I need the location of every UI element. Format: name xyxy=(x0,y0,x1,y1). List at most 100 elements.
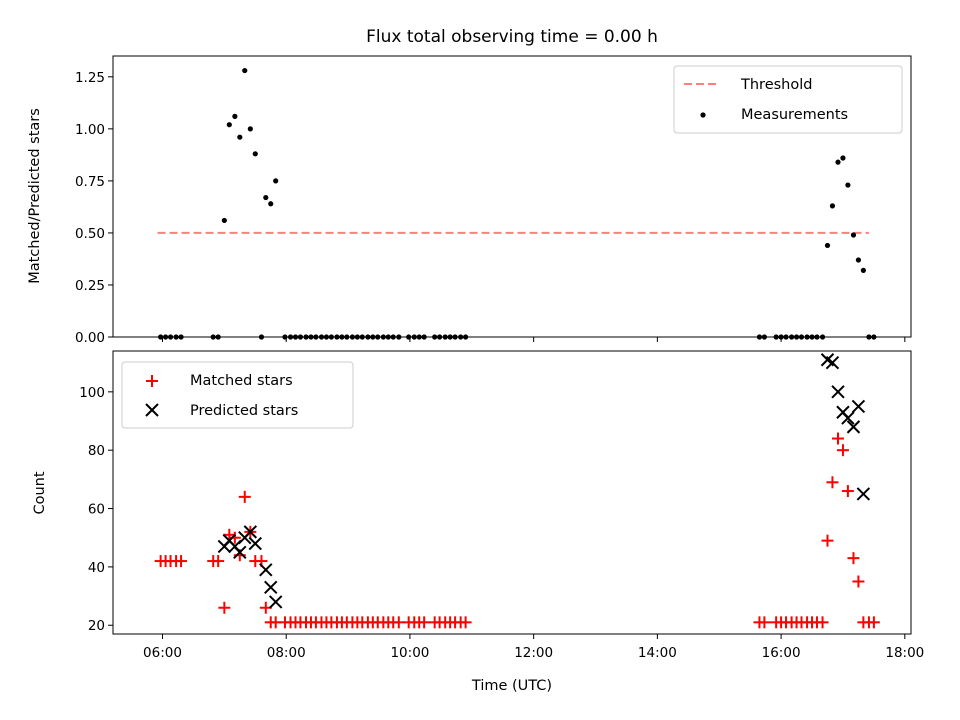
measurement-point xyxy=(232,113,238,119)
matched-star-point xyxy=(832,432,845,445)
measurement-point xyxy=(303,334,309,340)
measurement-point xyxy=(385,334,391,340)
measurement-point xyxy=(313,334,319,340)
top-y-tick-label: 0.00 xyxy=(75,330,105,346)
measurement-point xyxy=(308,334,314,340)
matched-stars-points xyxy=(154,432,880,629)
matched-star-point xyxy=(836,444,849,457)
measurement-point xyxy=(273,178,279,184)
measurement-point xyxy=(215,334,221,340)
measurement-point xyxy=(247,126,253,132)
bottom-x-axis-ticks: 06:00 08:00 10:00 12:00 14:00 16:00 18:00 xyxy=(143,634,924,661)
matched-star-point xyxy=(867,616,880,629)
matched-star-point xyxy=(223,528,236,541)
matched-star-point xyxy=(418,616,431,629)
measurement-point xyxy=(263,194,269,201)
chart-title: Flux total observing time = 0.00 h xyxy=(366,27,658,47)
predicted-star-point xyxy=(233,545,247,560)
measurement-point xyxy=(871,334,877,340)
bottom-legend: Matched stars Predicted stars xyxy=(121,361,354,429)
measurement-point xyxy=(845,182,851,188)
predicted-star-point xyxy=(846,420,861,434)
bottom-x-tick-label: 12:00 xyxy=(514,645,553,661)
top-y-tick-label: 0.75 xyxy=(75,174,105,190)
measurement-point xyxy=(349,334,355,340)
matched-star-point xyxy=(175,555,188,568)
legend-predicted-swatch xyxy=(145,403,159,417)
measurement-point xyxy=(158,334,164,340)
measurement-point xyxy=(840,155,846,161)
measurement-point xyxy=(396,334,402,340)
bottom-y-axis-label: Count xyxy=(32,471,48,514)
predicted-star-point xyxy=(248,536,262,551)
measurement-point xyxy=(237,134,243,140)
measurement-point xyxy=(793,334,800,340)
measurement-point xyxy=(804,334,810,340)
matched-star-point xyxy=(852,575,865,588)
top-y-axis-label: Matched/Predicted stars xyxy=(27,108,43,284)
measurement-point xyxy=(221,217,227,224)
measurement-point xyxy=(282,334,288,340)
bottom-legend-box xyxy=(121,361,354,429)
measurement-point xyxy=(292,334,299,340)
measurement-point xyxy=(297,334,304,340)
measurement-point xyxy=(323,334,330,340)
legend-matched-swatch xyxy=(146,375,158,387)
measurement-point xyxy=(173,334,179,340)
measurement-point xyxy=(167,334,174,340)
bottom-x-tick-label: 10:00 xyxy=(390,645,429,661)
measurement-point xyxy=(258,334,265,340)
measurement-point xyxy=(226,122,232,128)
measurement-point xyxy=(866,334,872,340)
legend-measurements-swatch xyxy=(700,112,706,118)
measurement-point xyxy=(783,334,789,340)
matched-star-point xyxy=(841,485,854,498)
predicted-star-point xyxy=(264,580,278,595)
measurement-point xyxy=(458,334,464,340)
bottom-x-tick-label: 16:00 xyxy=(762,645,801,661)
top-panel: 0.00 0.25 0.50 0.75 1.00 1.25 Matched/Predict… xyxy=(27,55,912,346)
measurement-point xyxy=(406,334,412,340)
measurement-point xyxy=(318,334,325,340)
measurement-point xyxy=(809,334,815,340)
measurement-point xyxy=(242,67,248,74)
measurement-point xyxy=(835,159,841,165)
bottom-y-tick-label: 60 xyxy=(88,502,105,518)
bottom-y-tick-label: 80 xyxy=(88,443,105,459)
measurement-point xyxy=(819,334,826,340)
measurement-point xyxy=(390,334,396,340)
top-y-tick-label: 1.00 xyxy=(75,122,105,138)
matched-star-point xyxy=(826,476,839,489)
measurement-point xyxy=(463,334,469,340)
measurement-point xyxy=(432,334,438,340)
measurement-point xyxy=(416,334,422,340)
matched-star-point xyxy=(847,552,860,565)
measurement-point xyxy=(354,334,360,340)
measurement-point xyxy=(365,334,371,340)
measurement-point xyxy=(287,334,294,340)
top-y-tick-label: 0.50 xyxy=(75,226,105,242)
measurement-point xyxy=(850,232,857,238)
matched-star-point xyxy=(218,601,231,614)
measurement-point xyxy=(178,334,184,340)
predicted-star-point xyxy=(831,385,845,399)
measurement-point xyxy=(447,334,453,340)
measurement-points xyxy=(158,67,877,340)
legend-measurements-label: Measurements xyxy=(741,107,848,123)
matched-star-point xyxy=(212,555,225,568)
predicted-stars-points xyxy=(217,353,871,609)
predicted-star-point xyxy=(268,595,283,609)
bottom-x-tick-label: 06:00 xyxy=(143,645,182,661)
bottom-x-tick-label: 18:00 xyxy=(885,645,924,661)
matched-star-point xyxy=(816,616,829,629)
measurement-point xyxy=(328,334,334,340)
legend-threshold-label: Threshold xyxy=(740,77,812,93)
measurement-point xyxy=(344,334,350,340)
x-axis-label: Time (UTC) xyxy=(471,678,552,694)
measurement-point xyxy=(210,334,216,340)
top-legend: Threshold Measurements xyxy=(673,65,903,134)
measurement-point xyxy=(773,334,779,340)
predicted-star-point xyxy=(851,399,866,414)
legend-predicted-label: Predicted stars xyxy=(190,403,298,419)
bottom-x-tick-label: 08:00 xyxy=(267,645,306,661)
